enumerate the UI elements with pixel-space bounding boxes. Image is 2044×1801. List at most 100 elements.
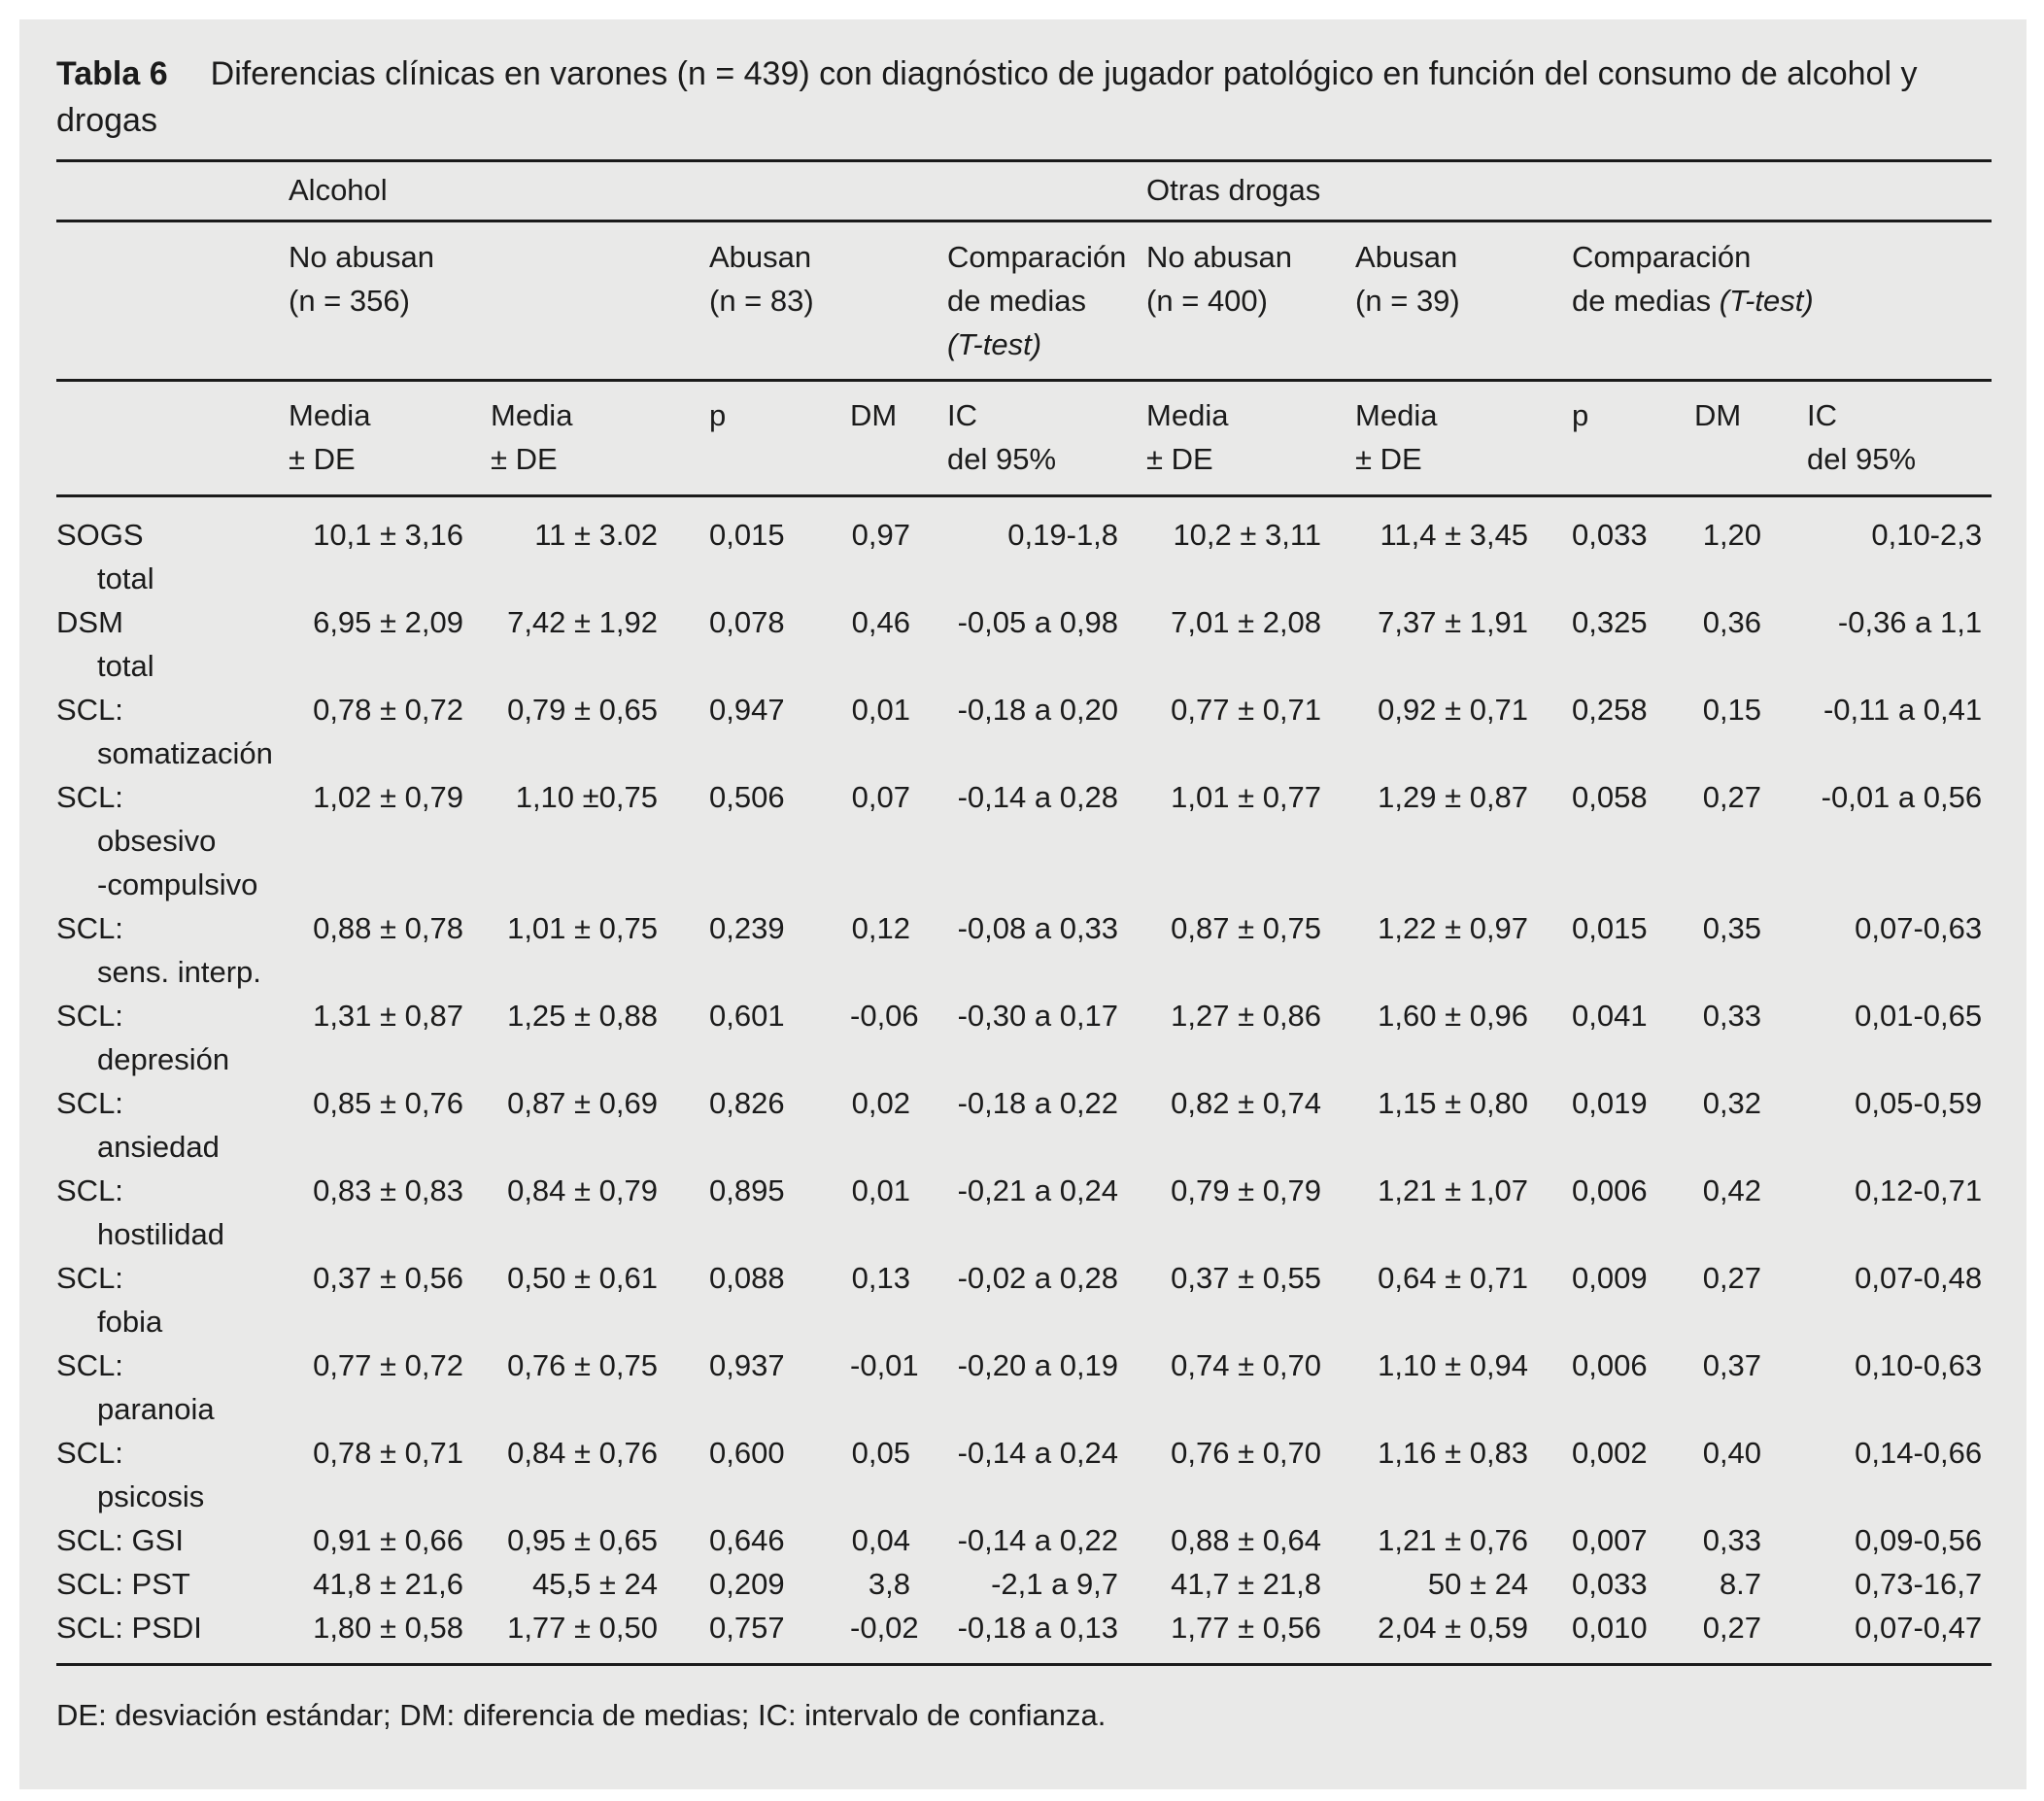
comparison-line: Comparación [1572, 240, 1752, 274]
row-label: SCL: paranoia [56, 1343, 289, 1431]
data-cell: 0,033 [1572, 518, 1648, 552]
col-header-media-alcohol-ab: Media ± DE [491, 380, 709, 497]
data-cell: 0,33 [1702, 1523, 1762, 1557]
data-cell: 1,15 ± 0,80 [1378, 1086, 1529, 1120]
row-label-line: SCL: PST [56, 1567, 190, 1601]
data-cell: 0,002 [1572, 1436, 1648, 1470]
data-cell: 41,8 ± 21,6 [313, 1567, 463, 1601]
data-cell: 0,78 ± 0,71 [313, 1436, 463, 1470]
data-cell: -0,01 [850, 1348, 919, 1382]
data-cell: 0,87 ± 0,75 [1171, 911, 1322, 945]
data-cell: -0,30 a 0,17 [957, 999, 1119, 1033]
col-header-media-drugs-ab: Media ± DE [1355, 380, 1573, 497]
data-cell: 0,79 ± 0,65 [507, 693, 658, 727]
data-cell: -0,06 [850, 999, 919, 1033]
data-cell: 1,27 ± 0,86 [1171, 999, 1322, 1033]
subgroup-n: (n = 39) [1355, 284, 1460, 318]
comparison-text: de medias [1572, 284, 1720, 318]
data-cell: 0,826 [709, 1086, 785, 1120]
table-row: SCL: paranoia 0,77 ± 0,72 0,76 ± 0,75 0,937 -… [56, 1343, 1992, 1431]
table-footnote: DE: desviación estándar; DM: diferencia … [56, 1698, 1107, 1732]
data-cell: 0,041 [1572, 999, 1648, 1033]
data-cell: 0,46 [851, 605, 910, 639]
row-label-line: SCL: [56, 1173, 123, 1207]
row-label-line: SCL: [56, 999, 123, 1033]
row-label-line: SCL: PSDI [56, 1611, 202, 1645]
data-cell: 0,058 [1572, 780, 1648, 814]
col-header-line: ± DE [1146, 442, 1213, 476]
subgroup-n: (n = 83) [709, 284, 814, 318]
data-cell: 0,19-1,8 [1007, 518, 1119, 552]
col-header-media-alcohol-no: Media ± DE [289, 380, 491, 497]
row-label: SCL: somatización [56, 688, 289, 775]
table-row: SCL: somatización 0,78 ± 0,72 0,79 ± 0,65 0,… [56, 688, 1992, 775]
table-row: SCL: sens. interp. 0,88 ± 0,78 1,01 ± 0,75 0… [56, 906, 1992, 994]
data-cell: 0,01-0,65 [1855, 999, 1983, 1033]
row-label-line: hostilidad [97, 1217, 224, 1251]
data-cell: 0,78 ± 0,72 [313, 693, 463, 727]
data-cell: 0,937 [709, 1348, 785, 1382]
table-row: SCL: PSDI 1,80 ± 0,58 1,77 ± 0,50 0,757 -0,0… [56, 1606, 1993, 1666]
row-label-line: SCL: [56, 1261, 123, 1295]
data-cell: 0,12 [851, 911, 910, 945]
empty-corner-cell [56, 159, 289, 222]
col-header-line: Media [491, 398, 573, 432]
data-cell: 0,019 [1572, 1086, 1648, 1120]
table-row: SOGS total 10,1 ± 3,16 11 ± 3.02 0,015 0,97 0,… [56, 496, 1992, 601]
data-cell: 0,07-0,47 [1807, 1606, 1993, 1666]
data-cell: 1,21 ± 1,07 [1378, 1173, 1529, 1207]
subgroup-drugs-comparison: Comparación de medias (T-test) [1572, 221, 1993, 382]
data-cell: 0,87 ± 0,69 [507, 1086, 658, 1120]
data-cell: 45,5 ± 24 [531, 1567, 658, 1601]
data-cell: 0,84 ± 0,79 [507, 1173, 658, 1207]
data-cell: 0,83 ± 0,83 [313, 1173, 463, 1207]
data-cell: -0,18 a 0,20 [957, 693, 1119, 727]
data-cell: 1,77 ± 0,50 [491, 1606, 709, 1666]
subgroup-name: No abusan [1146, 240, 1292, 274]
data-cell: 0,95 ± 0,65 [507, 1523, 658, 1557]
row-label-line: SCL: [56, 1086, 123, 1120]
row-label: SCL: ansiedad [56, 1081, 289, 1169]
table-row: DSM total 6,95 ± 2,09 7,42 ± 1,92 0,078 0,46 -… [56, 600, 1992, 688]
data-cell: -0,21 a 0,24 [957, 1173, 1119, 1207]
table-title: Tabla 6 Diferencias clínicas en varones (… [56, 51, 1992, 144]
data-cell: 0,92 ± 0,71 [1378, 693, 1529, 727]
data-cell: 0,91 ± 0,66 [313, 1523, 463, 1557]
subgroup-drugs-no-abuse: No abusan (n = 400) [1146, 221, 1356, 382]
data-cell: 0,64 ± 0,71 [1378, 1261, 1529, 1295]
subgroup-alcohol-comparison: Comparación de medias (T-test) [947, 221, 1147, 382]
table-row: SCL: ansiedad 0,85 ± 0,76 0,87 ± 0,69 0,826 0… [56, 1081, 1992, 1169]
row-label: SCL: PSDI [56, 1606, 289, 1666]
data-cell: 0,757 [709, 1606, 850, 1666]
comparison-ttest-label: (T-test) [1719, 284, 1814, 318]
data-cell: 0,05 [851, 1436, 910, 1470]
row-label-line: SCL: [56, 780, 123, 814]
row-label-line: fobia [97, 1305, 163, 1339]
data-cell: 0,97 [851, 518, 910, 552]
data-cell: 0,010 [1572, 1606, 1695, 1666]
data-cell: 1,10 ±0,75 [515, 780, 658, 814]
data-cell: 10,1 ± 3,16 [313, 518, 463, 552]
subgroup-name: No abusan [289, 240, 434, 274]
data-cell: 7,37 ± 1,91 [1378, 605, 1529, 639]
data-cell: 3,8 [868, 1567, 910, 1601]
row-label: SCL: sens. interp. [56, 906, 289, 994]
data-cell: 0,01 [851, 1173, 910, 1207]
data-cell: 0,40 [1702, 1436, 1762, 1470]
table-row: SCL: depresión 1,31 ± 0,87 1,25 ± 0,88 0,601… [56, 994, 1992, 1081]
data-cell: 0,646 [709, 1523, 785, 1557]
table-row: SCL: fobia 0,37 ± 0,56 0,50 ± 0,61 0,088 0,13… [56, 1256, 1992, 1343]
data-cell: 0,01 [851, 693, 910, 727]
top-group-header-row: Alcohol Otras drogas [56, 159, 1993, 222]
data-cell: 50 ± 24 [1427, 1567, 1529, 1601]
table-row: SCL: obsesivo -compulsivo 1,02 ± 0,79 1,10 ±… [56, 775, 1992, 906]
col-header-line: ± DE [1355, 442, 1422, 476]
row-label: SCL: hostilidad [56, 1169, 289, 1256]
data-cell: 0,35 [1702, 911, 1762, 945]
data-cell: 0,07-0,48 [1855, 1261, 1983, 1295]
data-cell: 0,27 [1702, 1261, 1762, 1295]
data-cell: 0,79 ± 0,79 [1171, 1173, 1322, 1207]
group-header-alcohol: Alcohol [289, 159, 1147, 222]
data-cell: 0,09-0,56 [1855, 1523, 1983, 1557]
data-cell: 0,10-2,3 [1871, 518, 1983, 552]
